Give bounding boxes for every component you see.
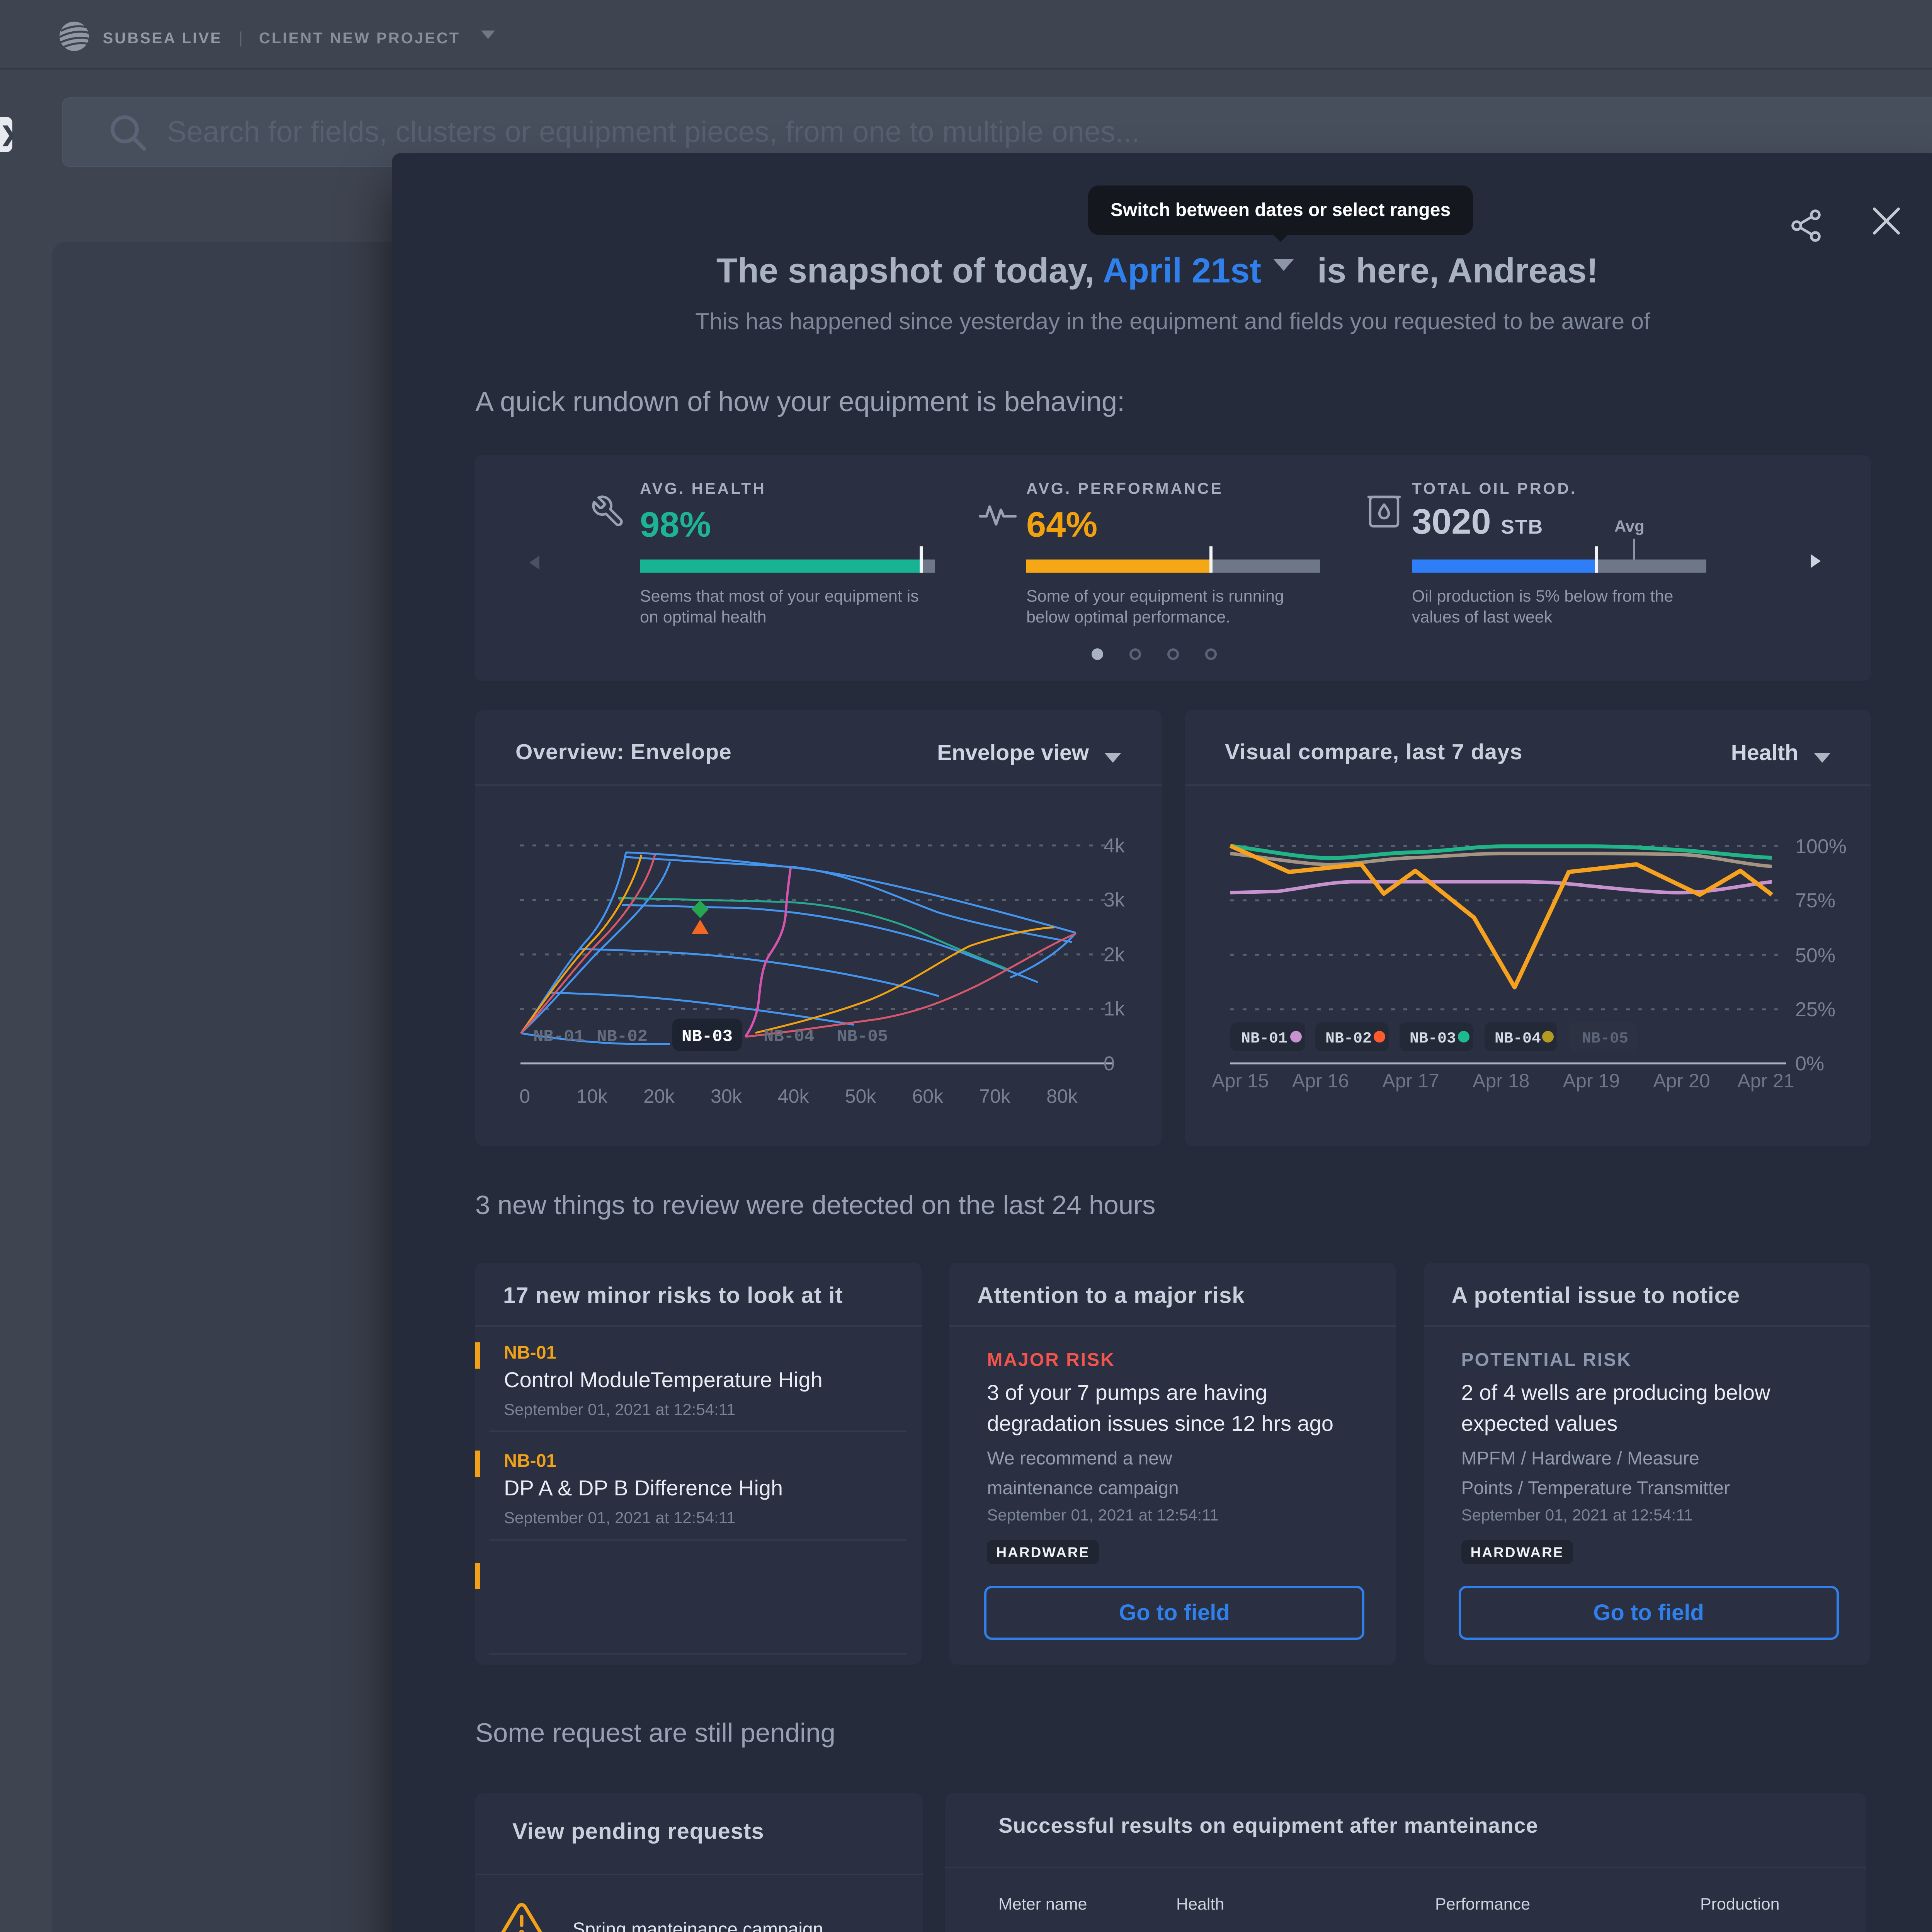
- svg-text:Apr 20: Apr 20: [1653, 1070, 1710, 1092]
- svg-text:60k: 60k: [912, 1085, 944, 1107]
- svg-text:4k: 4k: [1104, 835, 1125, 857]
- svg-text:Apr 21: Apr 21: [1737, 1070, 1794, 1092]
- svg-text:30k: 30k: [711, 1085, 742, 1107]
- svg-text:50k: 50k: [845, 1085, 877, 1107]
- svg-text:NB-04: NB-04: [764, 1027, 815, 1046]
- svg-text:NB-03: NB-03: [1410, 1030, 1456, 1048]
- svg-text:Apr 15: Apr 15: [1212, 1070, 1269, 1092]
- svg-text:Apr 18: Apr 18: [1473, 1070, 1529, 1092]
- svg-text:Apr 16: Apr 16: [1292, 1070, 1349, 1092]
- svg-text:NB-05: NB-05: [837, 1027, 888, 1046]
- svg-text:50%: 50%: [1795, 944, 1835, 967]
- svg-text:NB-05: NB-05: [1582, 1030, 1628, 1048]
- svg-text:20k: 20k: [643, 1085, 675, 1107]
- svg-text:2k: 2k: [1104, 944, 1125, 966]
- svg-text:Apr 17: Apr 17: [1383, 1070, 1439, 1092]
- svg-text:0: 0: [519, 1085, 530, 1107]
- svg-text:3k: 3k: [1104, 889, 1125, 911]
- svg-text:40k: 40k: [778, 1085, 810, 1107]
- svg-text:NB-02: NB-02: [597, 1027, 648, 1046]
- svg-text:10k: 10k: [576, 1085, 608, 1107]
- svg-text:70k: 70k: [979, 1085, 1011, 1107]
- svg-text:75%: 75%: [1795, 889, 1835, 912]
- svg-text:100%: 100%: [1795, 835, 1847, 858]
- svg-text:0%: 0%: [1795, 1053, 1824, 1075]
- svg-text:NB-02: NB-02: [1325, 1030, 1372, 1048]
- svg-text:NB-03: NB-03: [682, 1027, 733, 1046]
- svg-text:Apr 19: Apr 19: [1563, 1070, 1620, 1092]
- svg-text:NB-04: NB-04: [1495, 1030, 1541, 1048]
- svg-text:0: 0: [1104, 1053, 1115, 1075]
- svg-text:80k: 80k: [1046, 1085, 1078, 1107]
- svg-text:NB-01: NB-01: [533, 1027, 584, 1046]
- svg-text:1k: 1k: [1104, 998, 1125, 1020]
- svg-text:NB-01: NB-01: [1241, 1030, 1287, 1048]
- svg-text:25%: 25%: [1795, 998, 1835, 1021]
